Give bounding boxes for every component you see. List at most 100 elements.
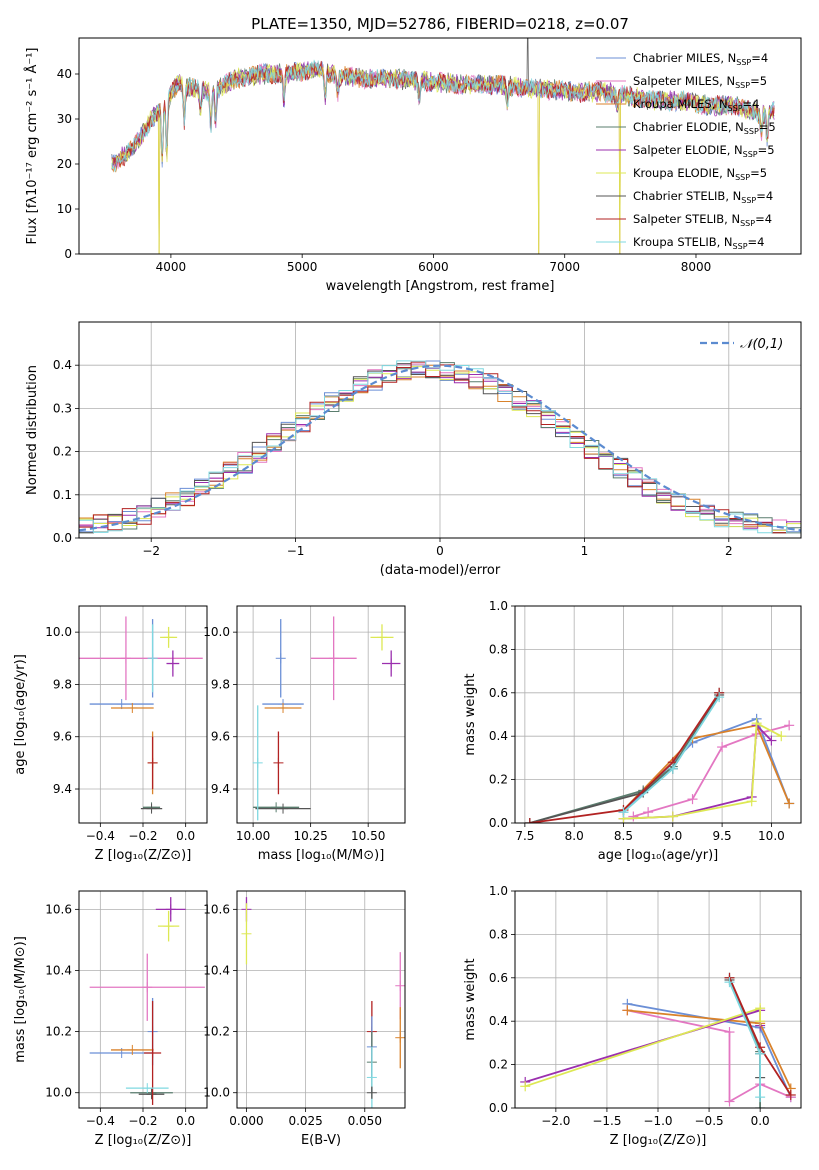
x-tick-label: −0.4: [86, 1114, 115, 1128]
x-axis-label: (data-model)/error: [380, 563, 501, 578]
legend-label: Chabrier STELIB, NSSP=4: [633, 189, 773, 205]
x-tick-label: 8.0: [565, 829, 584, 843]
age-vs-Z-points: [79, 616, 203, 814]
spectrum-series-5: [111, 61, 775, 254]
y-axis-label: mass [log₁₀(M/M⊙)]: [13, 936, 28, 1063]
x-tick-label: 10.50: [351, 829, 385, 843]
x-tick-label: 8000: [681, 260, 712, 274]
y-tick-label: 1.0: [489, 599, 508, 613]
data-point: [395, 1007, 405, 1069]
x-tick-label: −0.5: [695, 1114, 724, 1128]
legend-label-normal: 𝒩(0,1): [740, 337, 783, 352]
x-tick-label: 9.0: [663, 829, 682, 843]
x-tick-label: 10.25: [293, 829, 327, 843]
x-tick-label: −2: [142, 544, 160, 558]
residuals-frame: [78, 321, 802, 539]
x-tick-label: 0.025: [288, 1114, 322, 1128]
y-tick-label: 20: [57, 157, 72, 171]
mass-vs-EBV-points: [241, 897, 405, 1108]
y-tick-label: 0.4: [53, 358, 72, 372]
legend-label: Chabrier ELODIE, NSSP=5: [633, 120, 776, 136]
data-point: [310, 616, 357, 701]
x-axis-label: age [log₁₀(age/yr)]: [598, 848, 719, 863]
x-tick-label: −1.0: [643, 1114, 672, 1128]
mass-weight-series: [520, 1003, 766, 1092]
normal-curve: [79, 364, 801, 532]
x-tick-label: −0.2: [128, 1114, 157, 1128]
legend-label: Salpeter MILES, NSSP=5: [633, 74, 767, 90]
x-tick-label: −2.0: [541, 1114, 570, 1128]
y-tick-label: 9.6: [53, 730, 72, 744]
x-axis-label: Z [log₁₀(Z/Z⊙)]: [95, 1133, 192, 1148]
y-tick-label: 0.0: [53, 531, 72, 545]
data-point: [255, 803, 311, 814]
x-tick-label: −1.5: [592, 1114, 621, 1128]
y-tick-label: 10.4: [45, 963, 72, 977]
mass-weight-series: [628, 720, 795, 822]
mass-weight-series: [618, 718, 787, 823]
mass-vs-EBV-frame: [236, 890, 406, 1109]
mass-vs-Z-points: [89, 897, 205, 1105]
x-tick-label: −0.4: [86, 829, 115, 843]
series-line: [633, 724, 790, 818]
y-axis-label: Normed distribution: [25, 365, 40, 495]
grid-lines: [237, 891, 405, 1108]
x-axis-label: mass [log₁₀(M/M⊙)]: [258, 848, 385, 863]
data-point: [370, 624, 394, 651]
y-tick-label: 0.2: [489, 1058, 508, 1072]
y-tick-label: 0.8: [489, 642, 508, 656]
data-point: [160, 626, 178, 648]
mass-vs-Z-axes: −0.4 −0.2 0.0 10.0 10.2 10.4 10.6 Z [log₁₀(Z/Z⊙…: [13, 891, 207, 1148]
x-tick-label: 10.00: [236, 829, 270, 843]
x-tick-label: 0: [436, 544, 444, 558]
data-point: [166, 650, 180, 677]
y-tick-label: 10.0: [45, 625, 72, 639]
data-point: [125, 1083, 169, 1094]
data-point: [157, 910, 180, 942]
mass-weight-vs-age-lines: [524, 687, 795, 823]
y-axis-label: mass weight: [463, 673, 478, 755]
y-axis-label: Flux [fλ10⁻¹⁷ erg cm⁻² s⁻¹ Å⁻¹]: [24, 48, 40, 245]
legend-label: Kroupa STELIB, NSSP=4: [633, 235, 764, 251]
y-tick-label: 0.0: [489, 816, 508, 830]
y-tick-label: 9.8: [211, 677, 230, 691]
x-tick-label: 0.0: [176, 829, 195, 843]
x-axis-label: E(B-V): [301, 1133, 341, 1148]
x-tick-label: 8.5: [614, 829, 633, 843]
mass-weight-vs-Z-lines: [520, 972, 796, 1108]
y-axis-label: age [log₁₀(age/yr)]: [13, 654, 28, 775]
x-tick-label: 2: [725, 544, 733, 558]
mass-weight-series: [724, 977, 766, 1103]
x-axis-label: wavelength [Angstrom, rest frame]: [326, 279, 555, 294]
x-tick-label: −1: [287, 544, 305, 558]
series-line: [622, 724, 791, 811]
data-point: [140, 803, 163, 814]
age-vs-mass-axes: 10.00 10.25 10.50 9.4 9.6 9.8 10.0 mass [log₁₀(…: [203, 606, 405, 863]
y-tick-label: 10.4: [203, 963, 230, 977]
y-tick-label: 10: [57, 202, 72, 216]
mass-vs-EBV-axes: 0.000 0.025 0.050 10.0 10.2 10.4 10.6 E(B-V): [203, 891, 405, 1148]
y-tick-label: 0.6: [489, 971, 508, 985]
y-tick-label: 0.1: [53, 488, 72, 502]
y-tick-label: 0.4: [489, 1014, 508, 1028]
y-tick-label: 0.8: [489, 927, 508, 941]
spectrum-axes: 4000 5000 6000 7000 8000 0 10 20 30 40 wavelength …: [24, 48, 711, 295]
x-tick-label: 7.5: [515, 829, 534, 843]
data-point: [253, 802, 300, 813]
data-point: [111, 702, 154, 713]
data-point: [155, 897, 186, 922]
age-vs-mass-points: [252, 616, 401, 821]
histogram-steps: [79, 360, 801, 534]
spectrum-series-8: [111, 59, 775, 172]
x-tick-label: 9.5: [713, 829, 732, 843]
data-point: [381, 650, 401, 677]
spectrum-lines: [111, 38, 775, 254]
data-point: [79, 616, 203, 701]
data-point: [264, 702, 302, 713]
x-axis-label: Z [log₁₀(Z/Z⊙)]: [95, 848, 192, 863]
data-point: [273, 731, 284, 795]
x-axis-label: Z [log₁₀(Z/Z⊙)]: [610, 1133, 707, 1148]
y-tick-label: 0.0: [489, 1101, 508, 1115]
y-tick-label: 10.2: [45, 1025, 72, 1039]
